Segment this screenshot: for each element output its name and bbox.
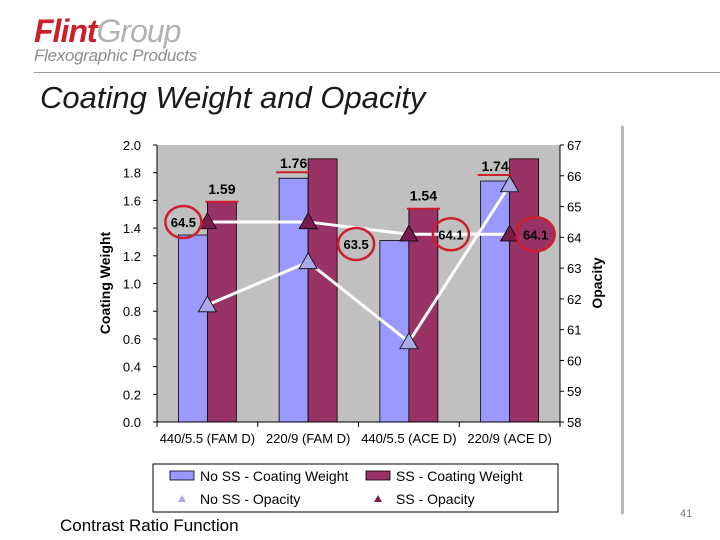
y2-tick-label-7: 65 xyxy=(567,200,581,215)
legend-swatch-2 xyxy=(178,495,186,502)
x-tick-label-3: 220/9 (ACE D) xyxy=(467,431,552,446)
x-tick-label-0: 440/5.5 (FAM D) xyxy=(160,431,255,446)
header-divider xyxy=(34,72,720,73)
bar-value-label-1: 1.76 xyxy=(280,155,307,171)
logo-flint-text: Flint xyxy=(34,13,98,49)
y2-tick-label-6: 64 xyxy=(567,230,581,245)
legend-label-2: No SS - Opacity xyxy=(200,491,300,507)
bar-no-ss-0 xyxy=(177,234,208,423)
opacity-label-circle-2 xyxy=(431,217,471,252)
legend-box xyxy=(152,463,559,513)
y2-tick-label-8: 66 xyxy=(567,169,581,184)
marker-no-ss-opacity-3 xyxy=(499,175,520,193)
marker-ss-opacity-2 xyxy=(399,224,419,242)
chart-legend: No SS - Coating Weight SS - Coating Weigh… xyxy=(152,463,559,513)
y-tick-label-6: 1.2 xyxy=(123,249,141,264)
y-axis-title: Coating Weight xyxy=(97,231,113,334)
legend-label-3: SS - Opacity xyxy=(396,491,475,507)
marker-no-ss-opacity-0 xyxy=(197,295,218,313)
legend-label-0: No SS - Coating Weight xyxy=(200,468,348,484)
bar-ss-2 xyxy=(408,208,439,423)
bar-ss-1 xyxy=(307,158,338,423)
y-tick-label-4: 0.8 xyxy=(123,304,141,319)
y-tick-label-9: 1.8 xyxy=(123,166,141,181)
y-tick-label-8: 1.6 xyxy=(123,193,141,208)
marker-no-ss-opacity-2 xyxy=(399,332,419,350)
y-tick-label-3: 0.6 xyxy=(123,332,141,347)
marker-no-ss-opacity-1 xyxy=(298,252,318,270)
y-tick-label-0: 0.0 xyxy=(123,415,141,430)
x-tick-label-2: 440/5.5 (ACE D) xyxy=(361,431,456,446)
legend-swatch-1 xyxy=(365,470,391,481)
y-tick-label-7: 1.4 xyxy=(123,221,141,236)
y2-tick-label-0: 58 xyxy=(567,415,581,430)
x-tick-label-1: 220/9 (FAM D) xyxy=(266,431,351,446)
line-no-ss-opacity xyxy=(206,184,511,345)
logo-wordmark: FlintGroup xyxy=(34,14,197,48)
y2-tick-label-9: 67 xyxy=(567,138,581,153)
page-number: 41 xyxy=(680,508,693,520)
y2-axis-title: Opacity xyxy=(589,257,605,309)
bar-value-label-3: 1.74 xyxy=(482,158,509,174)
legend-swatch-0 xyxy=(169,470,195,481)
opacity-label-circle-3 xyxy=(515,216,556,253)
bar-no-ss-1 xyxy=(278,177,309,423)
y2-tick-label-1: 59 xyxy=(567,384,581,399)
y2-tick-label-4: 62 xyxy=(567,292,581,307)
opacity-value-label-2: 64.1 xyxy=(438,227,463,242)
opacity-label-circle-1 xyxy=(336,226,376,262)
y2-tick-label-3: 61 xyxy=(567,323,581,338)
legend-swatch-3 xyxy=(374,495,382,502)
marker-ss-opacity-0 xyxy=(197,212,218,230)
bar-no-ss-3 xyxy=(480,180,511,423)
bar-value-label-0: 1.59 xyxy=(208,181,235,197)
bar-value-label-2: 1.54 xyxy=(410,188,437,204)
marker-ss-opacity-3 xyxy=(499,224,520,242)
y-tick-label-10: 2.0 xyxy=(123,138,141,153)
y-tick-label-1: 0.2 xyxy=(123,387,141,402)
flint-group-logo: FlintGroup Flexographic Products xyxy=(34,14,197,66)
opacity-value-label-1: 63.5 xyxy=(343,237,368,252)
page-title: Coating Weight and Opacity xyxy=(40,80,426,115)
opacity-value-label-3: 64.1 xyxy=(523,227,548,242)
y2-tick-label-5: 63 xyxy=(567,261,581,276)
logo-subtitle: Flexographic Products xyxy=(34,46,197,65)
y-tick-label-2: 0.4 xyxy=(123,360,141,375)
y2-tick-label-2: 60 xyxy=(567,353,581,368)
marker-ss-opacity-1 xyxy=(298,212,318,230)
legend-label-1: SS - Coating Weight xyxy=(396,468,523,484)
logo-group-text: Group xyxy=(96,13,182,49)
footer-caption: Contrast Ratio Function xyxy=(60,516,239,535)
opacity-label-circle-0 xyxy=(164,204,203,240)
opacity-value-label-0: 64.5 xyxy=(171,215,196,230)
y-tick-label-5: 1.0 xyxy=(123,277,141,292)
bar-ss-3 xyxy=(509,158,540,423)
chart-area-shadow xyxy=(621,126,624,514)
